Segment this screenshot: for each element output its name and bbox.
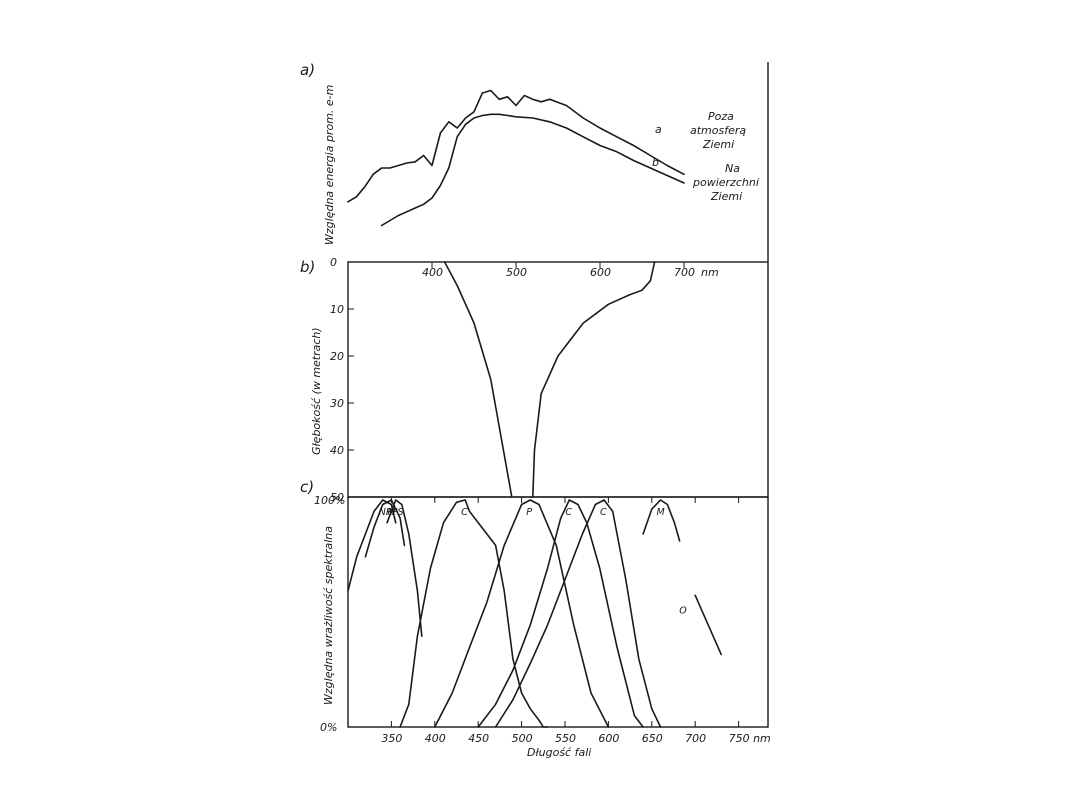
panel-b-xtick-label: 700: [674, 266, 695, 279]
sensitivity-curve-m: [364, 499, 406, 558]
panel-c-xtick-label: 400: [425, 732, 446, 745]
panel-b-ylabel: Głębokość (w metrach): [310, 327, 323, 455]
panel-c-ylabel: Względna wrażliwość spektralna: [322, 526, 335, 705]
curve-label-m: M: [656, 507, 664, 518]
panel-a-curves: [347, 89, 685, 227]
sensitivity-curve-o: [694, 594, 722, 656]
panel-b: b) Głębokość (w metrach) nm 400 500 600 700…: [300, 256, 769, 504]
panel-c-xtick-label: 550: [555, 732, 576, 745]
curve-label-c: C: [461, 507, 468, 518]
panel-c-ytick-label: 0%: [320, 721, 337, 734]
panel-b-ytick-label: 50: [330, 491, 344, 504]
sensitivity-curve-nr: [347, 499, 397, 592]
sensitivity-curve-ps: [386, 499, 423, 637]
series-a-line: [347, 89, 685, 203]
panel-c-xlabel: Długość fali: [527, 746, 591, 759]
panel-b-xtick-label: 600: [590, 266, 611, 279]
panel-c-ytick-label: 100%: [314, 494, 345, 507]
outside-atmosphere-line2: atmosferą: [690, 124, 746, 137]
panel-c-xtick-label: 450: [468, 732, 489, 745]
sensitivity-curve-m: [642, 499, 681, 542]
panel-b-xtick-label: 400: [422, 266, 443, 279]
panel-c-xtick-label: 700: [685, 732, 706, 745]
panel-c-label: c): [300, 478, 314, 496]
panel-b-ytick-label: 10: [330, 303, 344, 316]
panel-b-ytick-label: 40: [330, 444, 344, 457]
sensitivity-curve-c: [477, 499, 644, 728]
panel-c: c) Względna wrażliwość spektralna 350 400…: [300, 478, 771, 759]
panel-b-ytick-label: 0: [330, 256, 337, 269]
panel-a: a) Względna energia prom. e-m a b Poza a…: [300, 61, 769, 262]
panel-b-frame: [347, 261, 769, 498]
panel-b-label: b): [300, 258, 315, 276]
sensitivity-curve-p: [434, 499, 610, 728]
depth-curve-2: [532, 261, 656, 498]
panel-b-unit: nm: [701, 266, 719, 279]
panel-c-xtick-label: 600: [598, 732, 619, 745]
panel-b-ytick-label: 30: [330, 397, 344, 410]
curve-label-p: P: [526, 507, 532, 518]
panel-c-ticks: 350 400 450 500 550 600 650 700 750 nm 0% 100%: [314, 494, 771, 745]
curve-label-c: C: [565, 507, 572, 518]
panel-a-label: a): [300, 61, 315, 79]
sensitivity-curve-c: [399, 499, 549, 728]
surface-line3: Ziemi: [710, 190, 742, 203]
curve-label-c: C: [600, 507, 607, 518]
curve-label-o: O: [679, 605, 687, 616]
panel-b-ticks: 400 500 600 700 0 10 20 30 40 50: [330, 256, 695, 504]
series-a-label: a: [655, 123, 662, 136]
panel-b-xtick-label: 500: [506, 266, 527, 279]
curve-label-m: M: [387, 507, 395, 518]
panel-a-ylabel: Względna energia prom. e-m: [323, 85, 336, 245]
panel-c-curves: [347, 499, 722, 728]
depth-curve-1: [443, 261, 513, 498]
surface-line1: Na: [725, 162, 740, 175]
outside-atmosphere-line3: Ziemi: [702, 138, 734, 151]
series-b-label: b: [652, 156, 659, 169]
panel-c-xtick-label: 350: [381, 732, 402, 745]
curve-label-nr: NR: [379, 507, 393, 518]
panel-c-xtick-label: 650: [642, 732, 663, 745]
panel-b-curves: [443, 261, 656, 498]
series-b-line: [380, 113, 685, 227]
curve-label-ps: PS: [392, 507, 404, 518]
surface-line2: powierzchni: [692, 176, 759, 189]
panel-c-xtick-label: 750 nm: [729, 732, 771, 745]
panel-b-ytick-label: 20: [330, 350, 344, 363]
panel-c-xtick-label: 500: [512, 732, 533, 745]
sensitivity-curve-c: [494, 499, 662, 728]
outside-atmosphere-line1: Poza: [708, 110, 734, 123]
panel-c-frame: [347, 496, 769, 728]
